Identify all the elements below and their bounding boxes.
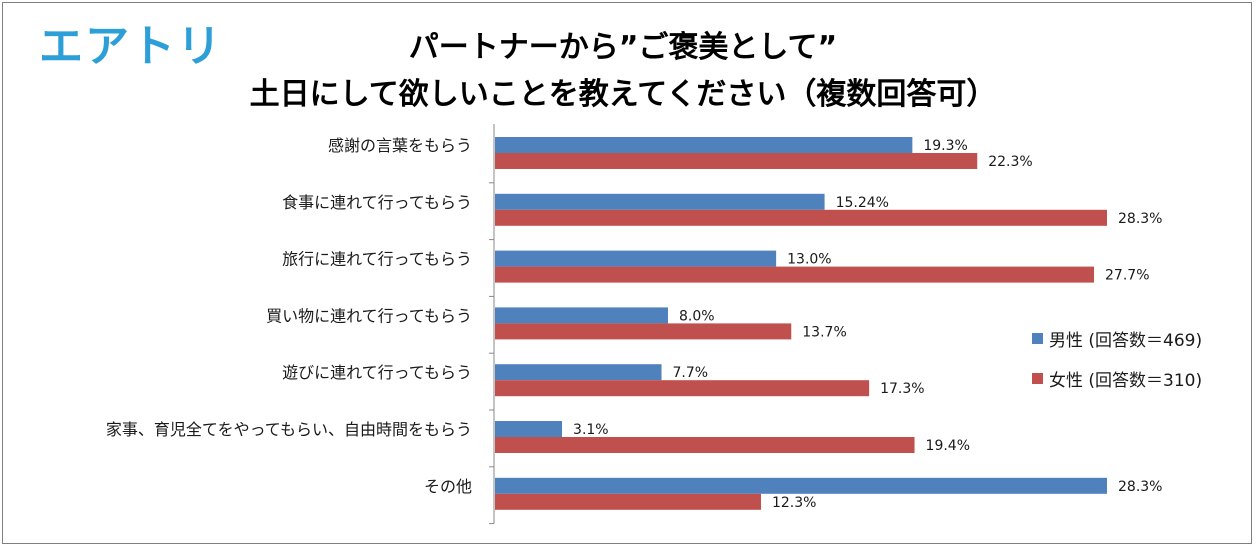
value-label-male: 28.3% bbox=[1118, 479, 1162, 495]
value-label-male: 7.7% bbox=[673, 365, 709, 381]
legend-label-male: 男性 (回答数＝469) bbox=[1049, 330, 1203, 351]
bar-male bbox=[495, 307, 669, 324]
value-label-female: 13.7% bbox=[802, 324, 846, 340]
category-label: 買い物に連れて行ってもらう bbox=[266, 306, 472, 325]
legend-label-female: 女性 (回答数＝310) bbox=[1049, 370, 1203, 391]
legend-item-female: 女性 (回答数＝310) bbox=[1032, 358, 1202, 398]
bar-female bbox=[495, 437, 915, 453]
value-label-female: 12.3% bbox=[772, 495, 816, 511]
value-label-female: 22.3% bbox=[988, 154, 1032, 170]
bar-male bbox=[495, 250, 777, 267]
category-label: 旅行に連れて行ってもらう bbox=[282, 250, 472, 269]
bar-female bbox=[495, 323, 792, 340]
brand-logo: エアトリ bbox=[39, 21, 223, 72]
legend-item-male: 男性 (回答数＝469) bbox=[1032, 318, 1202, 358]
category-label: 遊びに連れて行ってもらう bbox=[282, 363, 472, 382]
bar-male bbox=[495, 477, 1107, 494]
value-label-male: 15.24% bbox=[836, 195, 889, 211]
value-label-male: 8.0% bbox=[679, 308, 715, 324]
bar-male bbox=[495, 137, 913, 153]
value-label-female: 19.4% bbox=[926, 438, 970, 454]
legend-swatch-male bbox=[1032, 332, 1043, 344]
category-label: その他 bbox=[424, 477, 472, 496]
bar-male bbox=[495, 421, 563, 437]
legend-swatch-female bbox=[1032, 372, 1043, 384]
bar-female bbox=[495, 153, 978, 169]
chart-title-line1: パートナーから”ご褒美として” bbox=[408, 30, 838, 65]
value-label-male: 13.0% bbox=[787, 252, 831, 268]
bar-female bbox=[495, 380, 870, 397]
chart-title-line2: 土日にして欲しいことを教えてください（複数回答可） bbox=[249, 77, 997, 112]
value-label-male: 3.1% bbox=[573, 422, 609, 438]
bar-female bbox=[495, 266, 1095, 283]
category-label: 家事、育児全てをやってもらい、自由時間をもらう bbox=[106, 420, 472, 439]
value-label-male: 19.3% bbox=[923, 138, 967, 154]
category-label: 食事に連れて行ってもらう bbox=[282, 193, 472, 212]
legend: 男性 (回答数＝469) 女性 (回答数＝310) bbox=[1032, 318, 1202, 398]
bar-male bbox=[495, 364, 662, 381]
bar-female bbox=[495, 209, 1107, 226]
category-label: 感謝の言葉をもらう bbox=[328, 136, 472, 155]
value-label-female: 27.7% bbox=[1105, 268, 1149, 284]
value-label-female: 17.3% bbox=[880, 381, 924, 397]
bar-female bbox=[495, 493, 761, 510]
bar-male bbox=[495, 193, 825, 210]
value-label-female: 28.3% bbox=[1118, 211, 1162, 227]
